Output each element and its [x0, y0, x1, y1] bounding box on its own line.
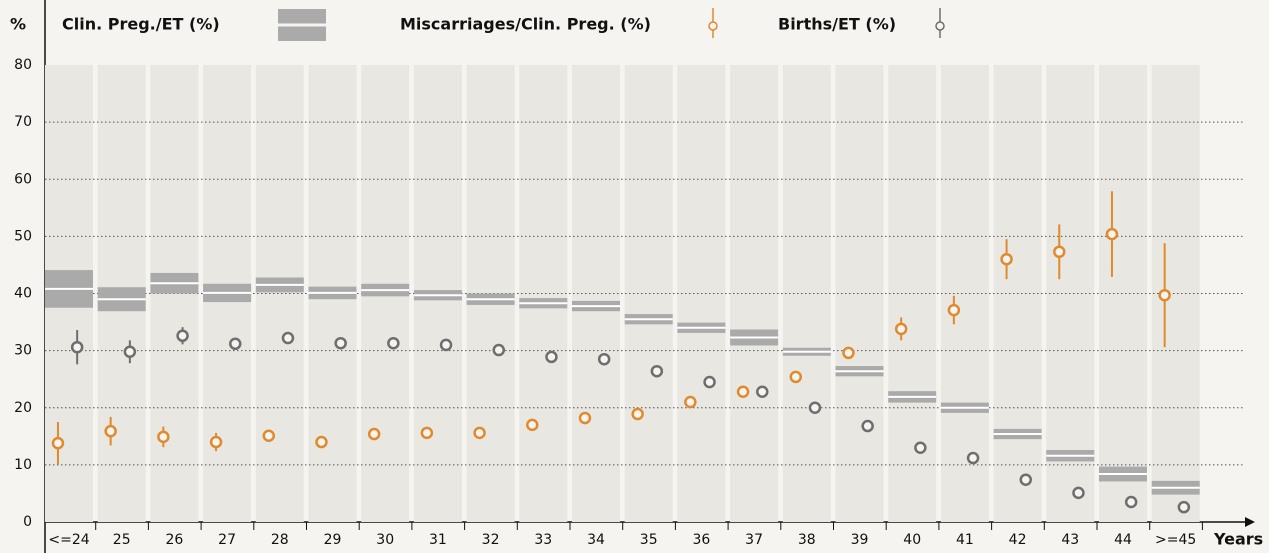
- point: [597, 352, 611, 366]
- point: [492, 343, 506, 357]
- point: [281, 331, 295, 345]
- point: [1019, 473, 1033, 486]
- y-tick-label: 20: [14, 400, 32, 416]
- point: [631, 407, 644, 421]
- x-tick-label: 44: [1114, 532, 1132, 548]
- x-tick-label: 28: [271, 532, 289, 548]
- point: [387, 336, 400, 350]
- x-tick-label: 39: [851, 532, 869, 548]
- x-tick-label: 33: [534, 532, 552, 548]
- point: [808, 401, 822, 414]
- point: [703, 375, 716, 389]
- y-axis-label: %: [10, 15, 26, 34]
- x-tick-label: 41: [956, 532, 974, 548]
- y-tick-label: 40: [14, 286, 32, 302]
- x-tick-label: 37: [745, 532, 763, 548]
- column-band: [835, 65, 884, 522]
- point: [123, 345, 137, 359]
- y-tick-label: 10: [14, 457, 32, 473]
- point: [861, 419, 874, 433]
- point: [947, 303, 961, 317]
- point: [1158, 288, 1171, 302]
- point: [1072, 486, 1085, 500]
- point: [1053, 245, 1066, 259]
- x-tick-label: 43: [1061, 532, 1079, 548]
- point: [966, 451, 980, 465]
- y-tick-label: 0: [23, 514, 32, 530]
- point: [1000, 252, 1013, 266]
- point: [51, 436, 65, 450]
- point: [104, 424, 117, 438]
- point: [789, 370, 803, 384]
- point: [315, 435, 328, 449]
- x-tick-label: 27: [218, 532, 236, 548]
- point: [1177, 500, 1191, 514]
- column-band: [782, 65, 831, 522]
- point: [176, 329, 189, 343]
- point: [367, 427, 381, 441]
- y-tick-label: 30: [14, 343, 32, 359]
- x-tick-label: 25: [113, 532, 131, 548]
- point: [545, 350, 558, 364]
- y-tick-label: 60: [14, 171, 32, 187]
- x-tick-label: 29: [324, 532, 342, 548]
- x-tick-label: 26: [165, 532, 183, 548]
- column-band: [255, 65, 304, 522]
- legend-label: Births/ET (%): [778, 15, 896, 34]
- point: [1124, 495, 1138, 509]
- legend-label: Clin. Preg./ET (%): [62, 15, 220, 34]
- point: [526, 418, 539, 432]
- point: [736, 385, 750, 399]
- point: [334, 336, 347, 350]
- x-tick-label: 36: [692, 532, 710, 548]
- legend-label: Miscarriages/Clin. Preg. (%): [400, 15, 651, 34]
- point: [756, 385, 769, 399]
- point: [229, 337, 242, 351]
- x-tick-label: 40: [903, 532, 921, 548]
- legend-swatch: [708, 21, 718, 31]
- column-band: [940, 65, 989, 522]
- point: [914, 441, 927, 454]
- column-band: [572, 65, 620, 522]
- point: [684, 395, 697, 409]
- column-band: [624, 65, 673, 522]
- column-band: [888, 65, 937, 522]
- x-axis-arrow: [1245, 517, 1255, 527]
- point: [894, 322, 908, 336]
- y-tick-label: 50: [14, 228, 32, 244]
- y-tick-label: 70: [14, 114, 32, 130]
- x-axis-label: Years: [1213, 530, 1263, 549]
- point: [70, 340, 84, 354]
- x-tick-label: 31: [429, 532, 447, 548]
- x-tick-label: 38: [798, 532, 816, 548]
- x-tick-label: 42: [1009, 532, 1027, 548]
- y-tick-label: 80: [14, 57, 32, 73]
- point: [157, 430, 170, 444]
- legend-swatch: [935, 21, 945, 31]
- point: [1105, 227, 1119, 241]
- x-tick-label: 34: [587, 532, 605, 548]
- point: [209, 435, 223, 449]
- column-band: [519, 65, 568, 522]
- point: [262, 429, 276, 442]
- x-tick-label: 35: [640, 532, 658, 548]
- x-tick-label: 30: [376, 532, 394, 548]
- x-tick-label: <=24: [48, 532, 89, 548]
- point: [578, 411, 592, 425]
- column-band: [1099, 65, 1147, 522]
- x-tick-label: >=45: [1155, 532, 1196, 548]
- point: [439, 338, 453, 352]
- x-tick-label: 32: [482, 532, 500, 548]
- point: [420, 426, 434, 440]
- point: [650, 364, 664, 378]
- point: [473, 426, 486, 440]
- point: [842, 346, 855, 360]
